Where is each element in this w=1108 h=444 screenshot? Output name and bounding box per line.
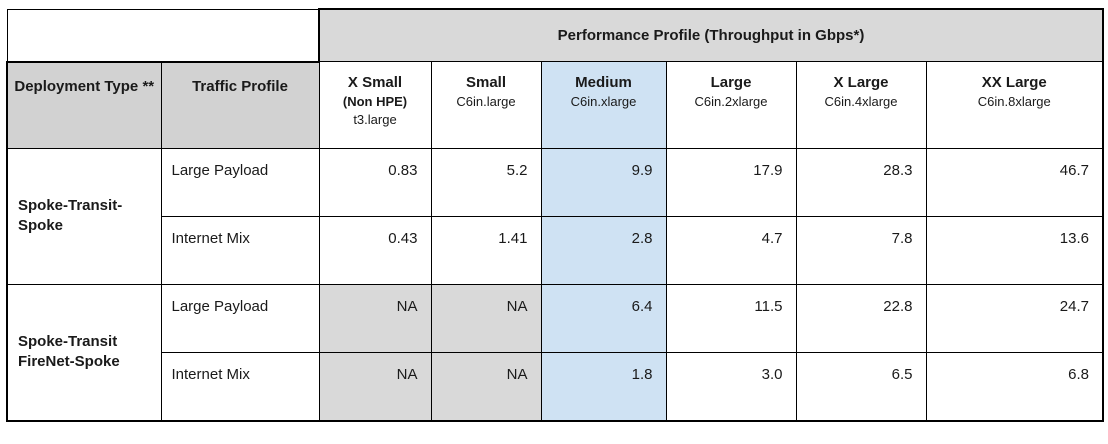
column-header-xx-large: XX Large C6in.8xlarge	[925, 61, 1104, 149]
value-cell-na: NA	[430, 283, 542, 353]
performance-table: Performance Profile (Throughput in Gbps*…	[6, 8, 1104, 422]
table-banner-title: Performance Profile (Throughput in Gbps*…	[318, 8, 1104, 62]
traffic-profile-cell: Large Payload	[160, 283, 320, 353]
size-name: Medium	[575, 74, 632, 91]
column-header-traffic-profile: Traffic Profile	[160, 60, 320, 149]
deployment-type-cell: Spoke-Transit-Spoke	[6, 147, 162, 285]
value-cell-na: NA	[318, 283, 432, 353]
value-cell-na: NA	[318, 351, 432, 422]
value-cell: 28.3	[795, 147, 927, 217]
value-cell: 0.43	[318, 215, 432, 285]
value-cell: 7.8	[795, 215, 927, 285]
column-header-large: Large C6in.2xlarge	[665, 61, 797, 149]
size-instance: C6in.xlarge	[570, 93, 637, 109]
value-cell: 11.5	[665, 283, 797, 353]
size-instance: t3.large	[353, 111, 397, 127]
size-name: X Large	[833, 74, 889, 91]
value-cell: 46.7	[925, 147, 1104, 217]
value-cell-highlighted: 6.4	[540, 283, 667, 353]
size-name: Small	[465, 74, 507, 91]
size-instance: C6in.large	[456, 93, 516, 109]
traffic-profile-cell: Large Payload	[160, 147, 320, 217]
size-instance: C6in.2xlarge	[694, 93, 768, 109]
value-cell: 4.7	[665, 215, 797, 285]
value-cell: 6.5	[795, 351, 927, 422]
size-name: X Small	[347, 74, 403, 91]
value-cell: 17.9	[665, 147, 797, 217]
column-header-deployment-type: Deployment Type **	[6, 60, 162, 149]
traffic-profile-cell: Internet Mix	[160, 351, 320, 422]
size-instance: C6in.8xlarge	[977, 93, 1051, 109]
value-cell: 13.6	[925, 215, 1104, 285]
size-name: XX Large	[981, 74, 1047, 91]
value-cell: 3.0	[665, 351, 797, 422]
column-header-medium-highlighted: Medium C6in.xlarge	[540, 61, 667, 149]
size-name: Large	[710, 74, 752, 91]
value-cell-na: NA	[430, 351, 542, 422]
size-instance: C6in.4xlarge	[824, 93, 898, 109]
size-subtitle: (Non HPE)	[342, 93, 408, 109]
table-top-spacer	[6, 8, 320, 62]
value-cell: 24.7	[925, 283, 1104, 353]
traffic-profile-cell: Internet Mix	[160, 215, 320, 285]
column-header-small: Small C6in.large	[430, 61, 542, 149]
column-header-x-small: X Small (Non HPE) t3.large	[318, 61, 432, 149]
deployment-type-cell: Spoke-Transit FireNet-Spoke	[6, 283, 162, 422]
value-cell: 6.8	[925, 351, 1104, 422]
value-cell: 22.8	[795, 283, 927, 353]
value-cell-highlighted: 2.8	[540, 215, 667, 285]
value-cell: 5.2	[430, 147, 542, 217]
value-cell: 0.83	[318, 147, 432, 217]
column-header-x-large: X Large C6in.4xlarge	[795, 61, 927, 149]
value-cell-highlighted: 1.8	[540, 351, 667, 422]
value-cell-highlighted: 9.9	[540, 147, 667, 217]
value-cell: 1.41	[430, 215, 542, 285]
